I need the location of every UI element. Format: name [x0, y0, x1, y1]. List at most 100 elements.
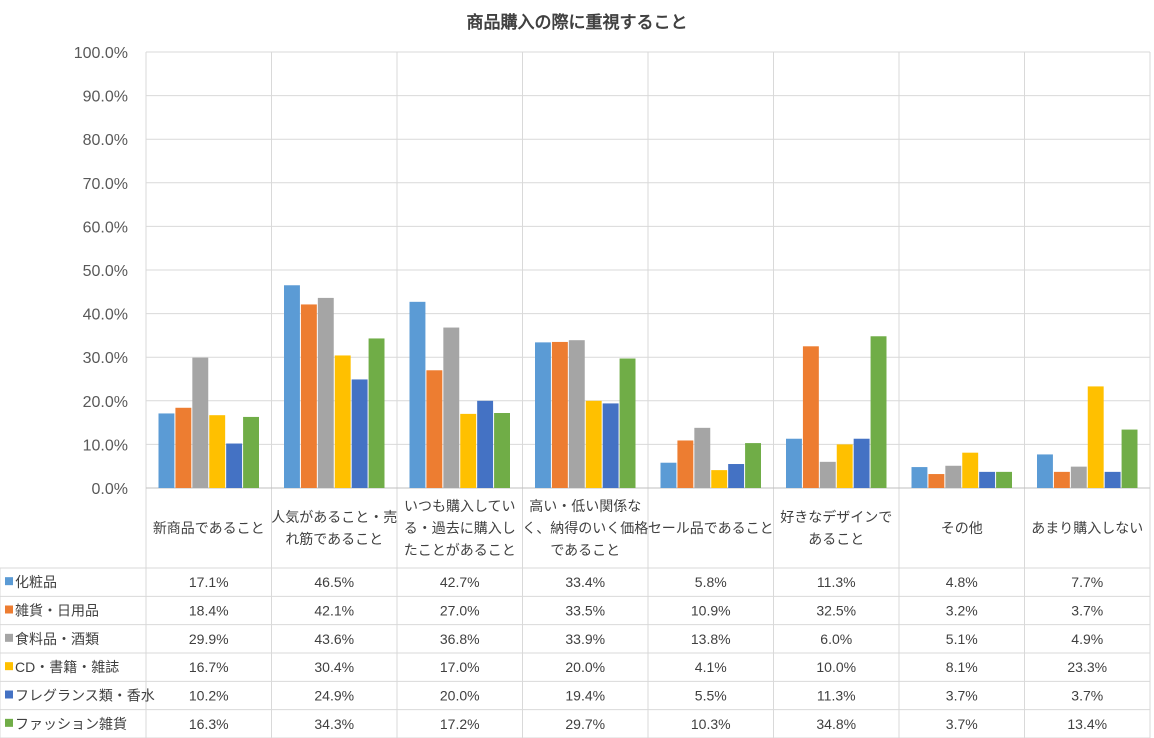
table-cell: 33.4% [565, 574, 605, 590]
category-label: あまり購入しない [1031, 520, 1143, 536]
y-tick-label: 20.0% [83, 394, 128, 411]
table-cell: 3.7% [946, 688, 978, 704]
y-tick-label: 90.0% [83, 89, 128, 106]
bar-4-0 [226, 443, 243, 488]
table-cell: 16.3% [189, 716, 229, 732]
bar-0-1 [284, 285, 300, 488]
legend-key [5, 633, 13, 642]
category-label: く、納得のいく価格 [522, 520, 648, 536]
y-tick-label: 50.0% [83, 263, 128, 280]
bar-1-5 [802, 346, 819, 488]
bar-3-0 [209, 415, 226, 488]
bar-1-7 [1053, 471, 1070, 488]
bar-3-3 [585, 400, 602, 488]
legend-key [5, 662, 13, 671]
table-cell: 10.9% [691, 603, 731, 619]
bar-4-3 [602, 403, 619, 488]
table-cell: 13.8% [691, 631, 731, 647]
table-cell: 17.0% [440, 659, 480, 675]
table-cell: 36.8% [440, 631, 480, 647]
table-cell: 29.9% [189, 631, 229, 647]
bar-0-3 [535, 342, 551, 488]
table-cell: 3.7% [1071, 688, 1103, 704]
bar-1-6 [928, 474, 945, 488]
bar-4-2 [477, 400, 494, 488]
bar-3-4 [711, 470, 728, 488]
bar-0-2 [409, 301, 426, 488]
legend-key [5, 690, 13, 699]
bar-2-2 [443, 327, 460, 488]
category-label: れ筋であること [285, 531, 383, 547]
y-tick-label: 80.0% [83, 132, 128, 149]
table-cell: 4.8% [946, 574, 978, 590]
bar-3-7 [1087, 386, 1104, 488]
y-tick-label: 60.0% [83, 219, 128, 236]
legend-label: CD・書籍・雑誌 [15, 659, 119, 675]
table-cell: 20.0% [440, 688, 480, 704]
category-label: たことがあること [404, 542, 516, 558]
bar-2-6 [945, 465, 962, 488]
table-cell: 3.7% [946, 716, 978, 732]
bar-4-4 [728, 464, 745, 488]
category-label: 好きなデザインで [780, 509, 892, 525]
bar-4-7 [1104, 471, 1121, 488]
table-cell: 10.0% [816, 659, 856, 675]
bar-1-3 [551, 341, 568, 488]
bar-1-0 [175, 407, 192, 488]
table-cell: 4.1% [695, 659, 727, 675]
table-cell: 13.4% [1067, 716, 1107, 732]
bar-5-5 [870, 336, 887, 488]
bar-5-7 [1121, 429, 1138, 488]
legend-key [5, 718, 13, 727]
table-cell: 33.5% [565, 603, 605, 619]
table-cell: 3.7% [1071, 603, 1103, 619]
table-cell: 43.6% [314, 631, 354, 647]
category-label: いつも購入してい [404, 498, 516, 514]
bar-0-5 [786, 438, 802, 488]
legend-label: 雑貨・日用品 [15, 603, 99, 619]
table-cell: 42.1% [314, 603, 354, 619]
y-tick-label: 0.0% [92, 481, 128, 498]
y-tick-label: 70.0% [83, 176, 128, 193]
category-label: であること [550, 542, 620, 558]
category-label: 人気があること・売 [271, 509, 397, 525]
table-cell: 17.2% [440, 716, 480, 732]
bar-0-6 [911, 467, 928, 488]
table-cell: 32.5% [816, 603, 856, 619]
bar-3-5 [836, 444, 853, 488]
table-cell: 18.4% [189, 603, 229, 619]
legend-label: 食料品・酒類 [15, 631, 99, 647]
bar-4-6 [979, 471, 996, 488]
table-cell: 4.9% [1071, 631, 1103, 647]
category-label: あること [808, 531, 864, 547]
bar-5-6 [996, 471, 1012, 488]
bar-1-1 [300, 304, 317, 488]
table-cell: 8.1% [946, 659, 978, 675]
table-cell: 29.7% [565, 716, 605, 732]
table-cell: 11.3% [817, 688, 856, 704]
bar-5-4 [745, 443, 761, 488]
bar-0-4 [660, 462, 677, 488]
table-cell: 20.0% [565, 659, 605, 675]
bar-5-3 [619, 358, 636, 488]
legend-key [5, 577, 13, 586]
bar-0-0 [158, 413, 175, 488]
table-cell: 23.3% [1067, 659, 1107, 675]
table-cell: 3.2% [946, 603, 978, 619]
table-cell: 24.9% [314, 688, 354, 704]
legend-label: ファッション雑貨 [15, 716, 127, 732]
bar-2-4 [694, 427, 711, 488]
category-label: 高い・低い関係な [529, 498, 641, 514]
table-cell: 17.1% [189, 574, 229, 590]
legend-key [5, 605, 13, 614]
table-cell: 27.0% [440, 603, 480, 619]
table-cell: 5.1% [946, 631, 978, 647]
bar-3-1 [334, 355, 351, 488]
table-cell: 6.0% [820, 631, 852, 647]
table-cell: 19.4% [565, 688, 605, 704]
bar-3-2 [460, 413, 477, 488]
bar-2-7 [1070, 466, 1087, 488]
bar-5-2 [494, 413, 510, 488]
